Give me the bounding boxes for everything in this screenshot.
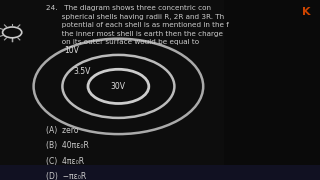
Text: (D)  −πε₀R: (D) −πε₀R (46, 172, 87, 180)
Text: K: K (302, 7, 310, 17)
Text: (B)  40πε₀R: (B) 40πε₀R (46, 141, 89, 150)
Text: 30V: 30V (111, 82, 126, 91)
Text: (C)  4πε₀R: (C) 4πε₀R (46, 157, 84, 166)
Text: 3.5V: 3.5V (73, 68, 90, 76)
Text: (A)  zero: (A) zero (46, 126, 79, 135)
Bar (224, 0, 320, 165)
Bar (0, 165, 320, 180)
Text: 10V: 10V (65, 46, 79, 55)
Text: 24.   The diagram shows three concentric con
       spherical shells having radi: 24. The diagram shows three concentric c… (46, 5, 229, 45)
